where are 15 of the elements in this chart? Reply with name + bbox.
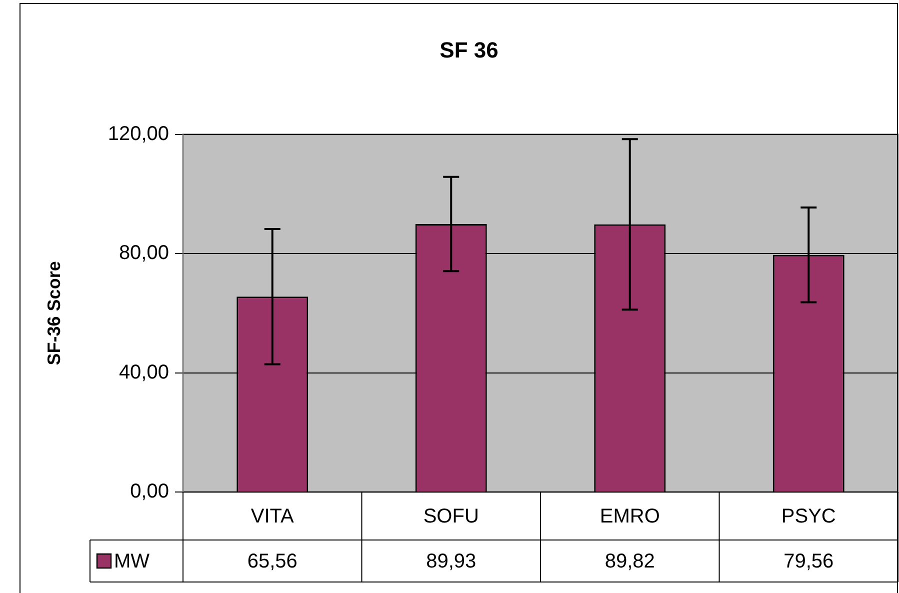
- chart-title: SF 36: [440, 37, 498, 62]
- data-label: 89,93: [426, 550, 476, 573]
- x-tick-label: VITA: [250, 506, 295, 528]
- y-axis-title: SF-36 Score: [44, 261, 64, 366]
- y-tick-label: 0,00: [130, 480, 169, 503]
- y-tick-label: 120,00: [108, 122, 169, 145]
- x-tick-label: EMRO: [600, 506, 660, 528]
- data-label: 89,82: [604, 550, 655, 573]
- data-label: 79,56: [784, 550, 834, 573]
- y-tick-label: 40,00: [118, 361, 169, 384]
- legend-label: MW: [114, 550, 150, 573]
- x-tick-label: SOFU: [423, 506, 479, 528]
- x-tick-label: PSYC: [781, 506, 836, 528]
- y-tick-label: 80,00: [118, 242, 169, 264]
- data-label: 65,56: [247, 550, 298, 573]
